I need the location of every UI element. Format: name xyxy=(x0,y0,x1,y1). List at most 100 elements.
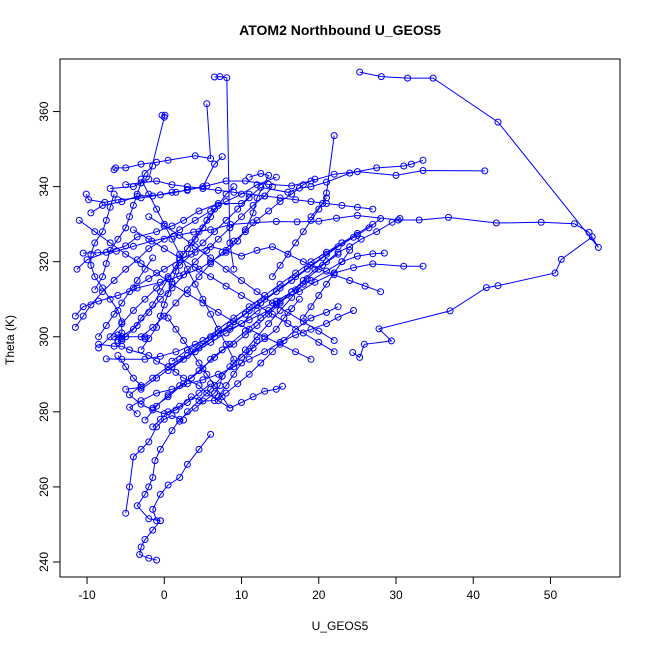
series-29 xyxy=(129,226,338,356)
data-point xyxy=(222,340,230,348)
data-point xyxy=(122,265,130,273)
data-point xyxy=(110,333,118,341)
data-point xyxy=(145,352,153,359)
series-line xyxy=(148,216,335,341)
series-line xyxy=(85,156,223,203)
data-point xyxy=(172,348,180,356)
data-point xyxy=(114,338,122,346)
data-point xyxy=(295,295,303,303)
data-point xyxy=(137,382,145,390)
data-point xyxy=(279,382,286,390)
data-point xyxy=(222,389,230,397)
data-point xyxy=(133,322,141,329)
y-tick-label: 360 xyxy=(37,101,51,121)
data-point xyxy=(249,344,257,352)
data-point xyxy=(214,397,222,405)
series-line xyxy=(79,219,312,360)
data-point xyxy=(172,368,180,376)
data-point xyxy=(230,355,238,363)
data-point xyxy=(241,226,249,234)
data-point xyxy=(199,337,207,344)
data-point xyxy=(153,269,161,277)
data-point xyxy=(218,372,226,380)
data-point xyxy=(307,183,315,191)
data-point xyxy=(168,412,176,420)
data-point xyxy=(129,307,137,314)
series-9 xyxy=(71,170,273,320)
data-point xyxy=(276,198,284,206)
series-line xyxy=(271,197,327,277)
data-point xyxy=(195,228,203,236)
data-point xyxy=(87,250,95,258)
data-point xyxy=(284,188,292,196)
data-point xyxy=(292,196,300,204)
data-point xyxy=(129,226,137,234)
data-point xyxy=(307,314,315,322)
data-point xyxy=(230,359,238,367)
data-point xyxy=(245,370,253,378)
data-point xyxy=(357,235,365,243)
data-point xyxy=(151,457,159,465)
data-point xyxy=(118,320,126,328)
data-point xyxy=(195,389,203,397)
data-point xyxy=(299,258,307,266)
series-line xyxy=(140,186,235,351)
x-tick-label: 50 xyxy=(544,588,558,602)
data-point xyxy=(203,216,211,224)
data-point xyxy=(404,74,412,82)
data-point xyxy=(261,387,269,395)
data-point xyxy=(187,239,195,247)
data-point xyxy=(79,249,87,257)
data-point xyxy=(494,282,502,290)
data-point xyxy=(261,333,269,341)
data-point xyxy=(172,267,180,275)
data-point xyxy=(133,233,141,241)
data-point xyxy=(377,73,385,81)
data-point xyxy=(315,292,323,299)
data-point xyxy=(330,132,338,140)
data-point xyxy=(168,222,176,230)
data-point xyxy=(183,460,191,468)
data-point xyxy=(180,250,188,258)
data-point xyxy=(222,282,230,290)
data-point xyxy=(106,295,114,303)
data-point xyxy=(292,269,300,277)
data-point xyxy=(195,445,203,453)
data-point xyxy=(307,198,315,206)
data-point xyxy=(223,74,231,82)
data-point xyxy=(494,118,502,126)
data-point xyxy=(356,353,364,361)
data-point xyxy=(353,231,361,239)
data-point xyxy=(99,288,106,296)
data-point xyxy=(79,312,87,320)
data-point xyxy=(160,265,168,273)
data-point xyxy=(415,216,423,224)
series-12 xyxy=(126,307,357,418)
data-point xyxy=(191,152,199,160)
data-point xyxy=(199,224,207,232)
data-point xyxy=(136,551,144,558)
data-point xyxy=(299,318,307,326)
data-point xyxy=(207,226,215,234)
data-point xyxy=(91,273,99,281)
data-point xyxy=(265,207,273,215)
data-point xyxy=(419,262,427,270)
data-point xyxy=(199,397,207,405)
data-point xyxy=(160,220,168,228)
data-point xyxy=(153,158,161,166)
data-point xyxy=(145,213,153,221)
data-point xyxy=(122,509,130,517)
data-point xyxy=(122,363,130,371)
data-point xyxy=(388,218,396,226)
data-point xyxy=(195,367,203,375)
data-point xyxy=(238,190,245,198)
data-point xyxy=(191,216,199,224)
data-point xyxy=(400,162,408,170)
series-line xyxy=(117,355,211,415)
data-point xyxy=(149,406,157,414)
data-point xyxy=(187,348,195,356)
data-point xyxy=(253,246,261,254)
data-point xyxy=(176,382,184,390)
data-point xyxy=(153,402,161,410)
data-point xyxy=(126,391,133,399)
